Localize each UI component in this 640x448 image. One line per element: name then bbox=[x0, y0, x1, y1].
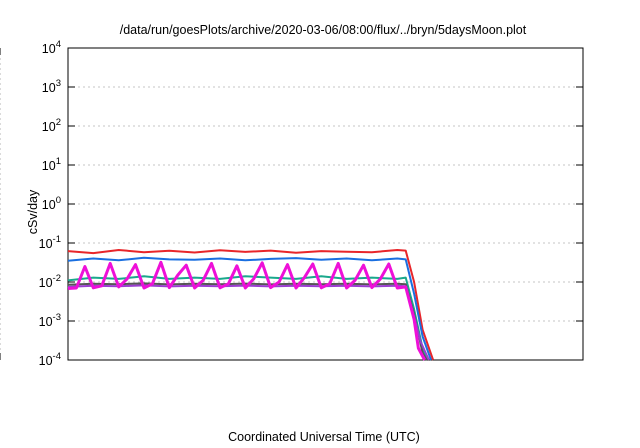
series-line-1 bbox=[67, 249, 435, 361]
axes bbox=[0, 47, 584, 361]
plot-frame bbox=[67, 47, 584, 361]
y-axis-label: cSv/day bbox=[26, 189, 40, 234]
y-tick-label: 10-2 bbox=[39, 273, 61, 290]
x-axis-label: Coordinated Universal Time (UTC) bbox=[228, 430, 420, 444]
y-tick-label: 103 bbox=[42, 78, 61, 95]
series-line-4 bbox=[67, 282, 428, 361]
y-tick-label: 101 bbox=[42, 156, 61, 173]
grid-lines bbox=[0, 48, 583, 360]
series-line-2 bbox=[67, 256, 432, 361]
series-layer bbox=[67, 249, 435, 361]
series-line-3 bbox=[67, 275, 428, 361]
y-tick-labels: 10-4 10-3 10-2 10-1 100 101 102 103 104 bbox=[39, 39, 61, 368]
chart-title: /data/run/goesPlots/archive/2020-03-06/0… bbox=[120, 23, 527, 37]
y-tick-label: 104 bbox=[42, 39, 61, 56]
y-tick-label: 10-4 bbox=[39, 351, 61, 368]
series-line-6 bbox=[67, 260, 427, 361]
y-tick-label: 10-3 bbox=[39, 312, 61, 329]
series-line-5 bbox=[67, 284, 430, 361]
y-tick-label: 10-1 bbox=[39, 234, 61, 251]
y-tick-label: 102 bbox=[42, 117, 61, 134]
y-tick-label: 100 bbox=[42, 195, 61, 212]
